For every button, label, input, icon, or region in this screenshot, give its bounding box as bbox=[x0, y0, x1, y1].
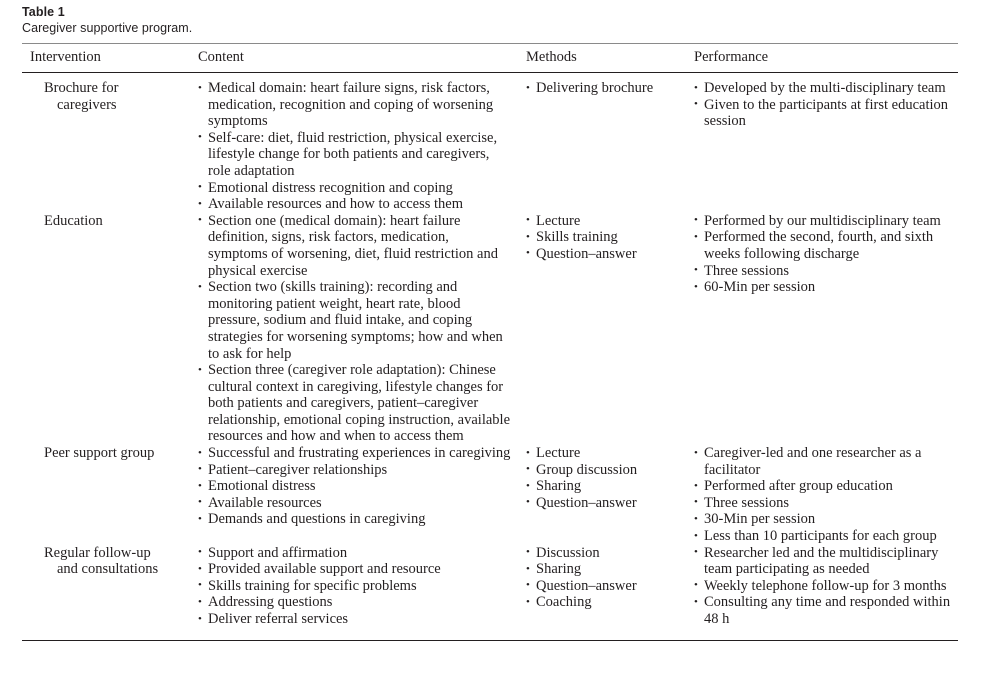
list-item: Sharing bbox=[526, 561, 680, 578]
list-item: Researcher led and the multidisciplinary… bbox=[694, 544, 952, 578]
list-item: Performed by our multidisciplinary team bbox=[694, 212, 952, 230]
list-item: Coaching bbox=[526, 594, 680, 611]
cell-methods: LectureSkills trainingQuestion–answer bbox=[518, 212, 686, 445]
column-header-performance: Performance bbox=[686, 43, 958, 73]
content-list: Support and affirmationProvided availabl… bbox=[198, 544, 512, 628]
list-item: Question–answer bbox=[526, 494, 680, 512]
column-header-methods: Methods bbox=[518, 43, 686, 73]
cell-intervention: Education bbox=[22, 213, 190, 445]
list-item: Given to the participants at first educa… bbox=[694, 96, 952, 130]
cell-content: Successful and frustrating experiences i… bbox=[190, 445, 518, 545]
list-item: Three sessions bbox=[694, 262, 952, 280]
intervention-label: Peer support group bbox=[30, 445, 184, 462]
cell-content: Section one (medical domain): heart fail… bbox=[190, 212, 518, 445]
list-item: Demands and questions in caregiving bbox=[198, 511, 512, 528]
cell-methods: Delivering brochure bbox=[518, 73, 686, 213]
intervention-line: Education bbox=[44, 212, 103, 229]
performance-list: Performed by our multidisciplinary teamP… bbox=[694, 212, 952, 296]
cell-intervention: Peer support group bbox=[22, 445, 190, 545]
table-row: Peer support group Successful and frustra… bbox=[22, 445, 958, 545]
cell-performance: Researcher led and the multidisciplinary… bbox=[686, 544, 958, 636]
list-item: Developed by the multi-disciplinary team bbox=[694, 80, 952, 97]
performance-list: Researcher led and the multidisciplinary… bbox=[694, 544, 952, 628]
list-item: Deliver referral services bbox=[198, 611, 512, 628]
intervention-line: and consultations bbox=[57, 561, 159, 578]
cell-methods: LectureGroup discussionSharingQuestion–a… bbox=[518, 445, 686, 545]
content-list: Section one (medical domain): heart fail… bbox=[198, 212, 512, 445]
list-item: Patient–caregiver relationships bbox=[198, 461, 512, 479]
list-item: Medical domain: heart failure signs, ris… bbox=[198, 80, 512, 130]
methods-list: DiscussionSharingQuestion–answerCoaching bbox=[526, 544, 680, 611]
table-number: Table 1 bbox=[22, 5, 65, 19]
cell-intervention: Regular follow-up and consultations bbox=[22, 545, 190, 636]
intervention-line: Brochure for bbox=[44, 80, 119, 96]
cell-content: Support and affirmationProvided availabl… bbox=[190, 544, 518, 636]
list-item: Weekly telephone follow-up for 3 months bbox=[694, 577, 952, 595]
list-item: Section two (skills training): recording… bbox=[198, 279, 512, 362]
list-item: Self-care: diet, fluid restriction, phys… bbox=[198, 129, 512, 180]
list-item: Sharing bbox=[526, 478, 680, 495]
list-item: Available resources and how to access th… bbox=[198, 196, 512, 213]
list-item: Delivering brochure bbox=[526, 80, 680, 97]
content-list: Successful and frustrating experiences i… bbox=[198, 445, 512, 528]
methods-list: LectureGroup discussionSharingQuestion–a… bbox=[526, 445, 680, 511]
cell-performance: Developed by the multi-disciplinary team… bbox=[686, 73, 958, 213]
list-item: Performed the second, fourth, and sixth … bbox=[694, 229, 952, 262]
column-header-content: Content bbox=[190, 43, 518, 73]
table-caption-block: Table 1 Caregiver supportive program. bbox=[22, 4, 958, 36]
list-item: Question–answer bbox=[526, 245, 680, 263]
list-item: Group discussion bbox=[526, 461, 680, 479]
header-row: Intervention Content Methods Performance bbox=[22, 43, 958, 73]
caregiver-program-table: Intervention Content Methods Performance… bbox=[22, 43, 958, 636]
table-bottom-rule bbox=[22, 640, 958, 641]
intervention-label: Regular follow-up and consultations bbox=[30, 545, 184, 578]
list-item: Lecture bbox=[526, 445, 680, 462]
list-item: Three sessions bbox=[694, 494, 952, 512]
table-title: Caregiver supportive program. bbox=[22, 21, 193, 35]
list-item: Skills training bbox=[526, 229, 680, 246]
list-item: Discussion bbox=[526, 544, 680, 562]
column-header-intervention: Intervention bbox=[22, 43, 190, 73]
list-item: Provided available support and resource bbox=[198, 561, 512, 578]
table-row: Education Section one (medical domain): h… bbox=[22, 212, 958, 445]
performance-list: Developed by the multi-disciplinary team… bbox=[694, 80, 952, 130]
table-container: Intervention Content Methods Performance… bbox=[22, 43, 958, 636]
list-item: Section three (caregiver role adaptation… bbox=[198, 362, 512, 445]
list-item: Lecture bbox=[526, 212, 680, 230]
table-header: Intervention Content Methods Performance bbox=[22, 43, 958, 73]
list-item: Less than 10 participants for each group bbox=[694, 528, 952, 545]
list-item: Section one (medical domain): heart fail… bbox=[198, 212, 512, 279]
list-item: Emotional distress bbox=[198, 478, 512, 495]
cell-content: Medical domain: heart failure signs, ris… bbox=[190, 73, 518, 213]
list-item: Performed after group education bbox=[694, 478, 952, 495]
cell-methods: DiscussionSharingQuestion–answerCoaching bbox=[518, 544, 686, 636]
intervention-line: caregivers bbox=[57, 96, 117, 113]
list-item: Available resources bbox=[198, 494, 512, 512]
intervention-line: Regular follow-up bbox=[44, 544, 151, 561]
list-item: Question–answer bbox=[526, 577, 680, 595]
list-item: Skills training for specific problems bbox=[198, 577, 512, 595]
list-item: Consulting any time and responded within… bbox=[694, 594, 952, 627]
list-item: Support and affirmation bbox=[198, 544, 512, 562]
intervention-label: Education bbox=[30, 213, 184, 230]
intervention-line: Peer support group bbox=[44, 445, 155, 462]
list-item: Successful and frustrating experiences i… bbox=[198, 445, 512, 462]
list-item: 30-Min per session bbox=[694, 511, 952, 528]
cell-performance: Performed by our multidisciplinary teamP… bbox=[686, 212, 958, 445]
performance-list: Caregiver-led and one researcher as a fa… bbox=[694, 445, 952, 545]
methods-list: Delivering brochure bbox=[526, 80, 680, 97]
cell-performance: Caregiver-led and one researcher as a fa… bbox=[686, 445, 958, 545]
content-list: Medical domain: heart failure signs, ris… bbox=[198, 80, 512, 213]
list-item: Emotional distress recognition and copin… bbox=[198, 179, 512, 197]
methods-list: LectureSkills trainingQuestion–answer bbox=[526, 212, 680, 263]
list-item: Addressing questions bbox=[198, 594, 512, 611]
list-item: Caregiver-led and one researcher as a fa… bbox=[694, 445, 952, 478]
list-item: 60-Min per session bbox=[694, 279, 952, 296]
cell-intervention: Brochure for caregivers bbox=[22, 73, 190, 213]
intervention-label: Brochure for caregivers bbox=[30, 80, 184, 113]
